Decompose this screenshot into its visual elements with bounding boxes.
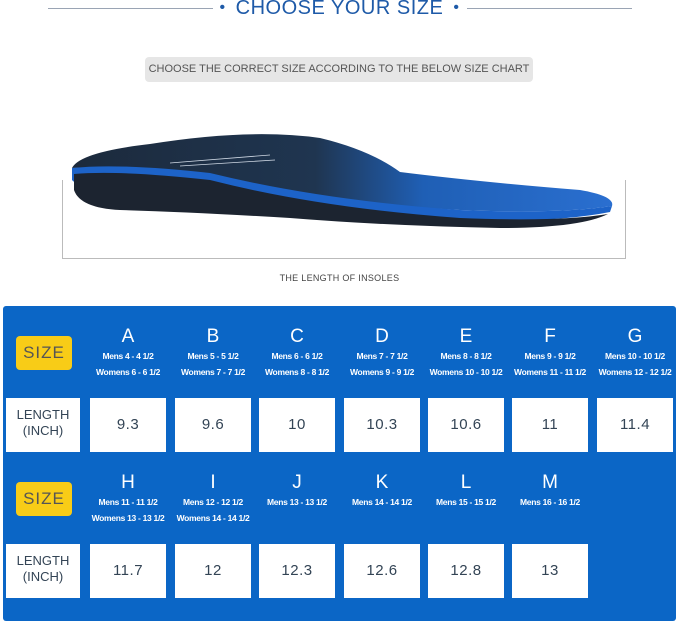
womens-size: Womens 8 - 8 1/2: [264, 367, 329, 377]
length-value: 9.6: [175, 398, 251, 452]
size-letter: B: [206, 326, 220, 347]
title-rule-right: [467, 8, 632, 9]
mens-size: Mens 10 - 10 1/2: [605, 351, 665, 361]
mens-size: Mens 12 - 12 1/2: [183, 497, 243, 507]
size-column-header: C Mens 6 - 6 1/2 Womens 8 - 8 1/2: [255, 326, 339, 380]
womens-size: Womens 12 - 12 1/2: [598, 367, 672, 377]
length-value: 11: [512, 398, 588, 452]
womens-size: Womens 11 - 11 1/2: [514, 367, 586, 377]
womens-size: Womens 7 - 7 1/2: [180, 367, 245, 377]
womens-size: Womens 14 - 14 1/2: [176, 513, 250, 523]
mens-size: Mens 8 - 8 1/2: [440, 351, 492, 361]
size-column-header: L Mens 15 - 15 1/2: [424, 472, 508, 510]
size-column-header: I Mens 12 - 12 1/2 Womens 14 - 14 1/2: [171, 472, 255, 526]
size-column-header: E Mens 8 - 8 1/2 Womens 10 - 10 1/2: [424, 326, 508, 380]
size-letter: G: [627, 326, 643, 347]
mens-size: Mens 4 - 4 1/2: [102, 351, 154, 361]
length-value: 10.3: [344, 398, 420, 452]
size-column-header: F Mens 9 - 9 1/2 Womens 11 - 11 1/2: [508, 326, 592, 380]
title-rule-left: [48, 8, 213, 9]
length-value: 12: [175, 544, 251, 598]
length-value: 10: [259, 398, 335, 452]
size-column-header: J Mens 13 - 13 1/2: [255, 472, 339, 510]
length-value: 13: [512, 544, 588, 598]
dimension-line: [62, 258, 626, 259]
size-letter: I: [210, 472, 216, 493]
unit-label: (INCH): [22, 423, 64, 438]
bullet: •: [453, 0, 460, 16]
size-letter: K: [375, 472, 389, 493]
length-value: 12.6: [344, 544, 420, 598]
mens-size: Mens 16 - 16 1/2: [520, 497, 580, 507]
mens-size: Mens 14 - 14 1/2: [352, 497, 412, 507]
size-column-header: B Mens 5 - 5 1/2 Womens 7 - 7 1/2: [171, 326, 255, 380]
mens-size: Mens 6 - 6 1/2: [271, 351, 323, 361]
length-value: 10.6: [428, 398, 504, 452]
length-caption: THE LENGTH OF INSOLES: [279, 273, 400, 283]
length-label: LENGTH (INCH): [6, 398, 80, 452]
size-column-header: A Mens 4 - 4 1/2 Womens 6 - 6 1/2: [86, 326, 170, 380]
size-letter: D: [375, 326, 389, 347]
length-value: 12.3: [259, 544, 335, 598]
dimension-left: [62, 180, 63, 259]
mens-size: Mens 7 - 7 1/2: [356, 351, 408, 361]
size-column-header: M Mens 16 - 16 1/2: [508, 472, 592, 510]
size-letter: E: [459, 326, 473, 347]
mens-size: Mens 11 - 11 1/2: [98, 497, 158, 507]
mens-size: Mens 9 - 9 1/2: [524, 351, 576, 361]
size-badge: SIZE: [16, 336, 72, 370]
mens-size: Mens 13 - 13 1/2: [267, 497, 327, 507]
size-column-header: H Mens 11 - 11 1/2 Womens 13 - 13 1/2: [86, 472, 170, 526]
length-label-text: LENGTH: [16, 407, 70, 422]
size-letter: F: [544, 326, 556, 347]
womens-size: Womens 13 - 13 1/2: [91, 513, 165, 523]
size-column-header: K Mens 14 - 14 1/2: [340, 472, 424, 510]
womens-size: Womens 10 - 10 1/2: [429, 367, 503, 377]
size-letter: L: [460, 472, 472, 493]
length-value: 11.4: [597, 398, 673, 452]
size-column-header: G Mens 10 - 10 1/2 Womens 12 - 12 1/2: [593, 326, 677, 380]
mens-size: Mens 15 - 15 1/2: [436, 497, 496, 507]
womens-size: Womens 6 - 6 1/2: [95, 367, 160, 377]
page-title: • CHOOSE YOUR SIZE •: [0, 0, 679, 20]
size-letter: C: [290, 326, 304, 347]
size-letter: A: [121, 326, 135, 347]
insole-image: [72, 134, 613, 228]
size-column-header: D Mens 7 - 7 1/2 Womens 9 - 9 1/2: [340, 326, 424, 380]
length-value: 9.3: [90, 398, 166, 452]
mens-size: Mens 5 - 5 1/2: [187, 351, 239, 361]
size-letter: J: [292, 472, 302, 493]
dimension-right: [625, 180, 626, 259]
length-value: 11.7: [90, 544, 166, 598]
size-badge: SIZE: [16, 482, 72, 516]
length-label-text: LENGTH: [16, 553, 70, 568]
size-letter: M: [542, 472, 558, 493]
length-label: LENGTH (INCH): [6, 544, 80, 598]
womens-size: Womens 9 - 9 1/2: [349, 367, 414, 377]
bullet: •: [219, 0, 226, 16]
unit-label: (INCH): [22, 569, 64, 584]
length-value: 12.8: [428, 544, 504, 598]
subtitle-banner: CHOOSE THE CORRECT SIZE ACCORDING TO THE…: [145, 57, 533, 82]
title-text: CHOOSE YOUR SIZE: [235, 0, 444, 19]
size-letter: H: [121, 472, 135, 493]
